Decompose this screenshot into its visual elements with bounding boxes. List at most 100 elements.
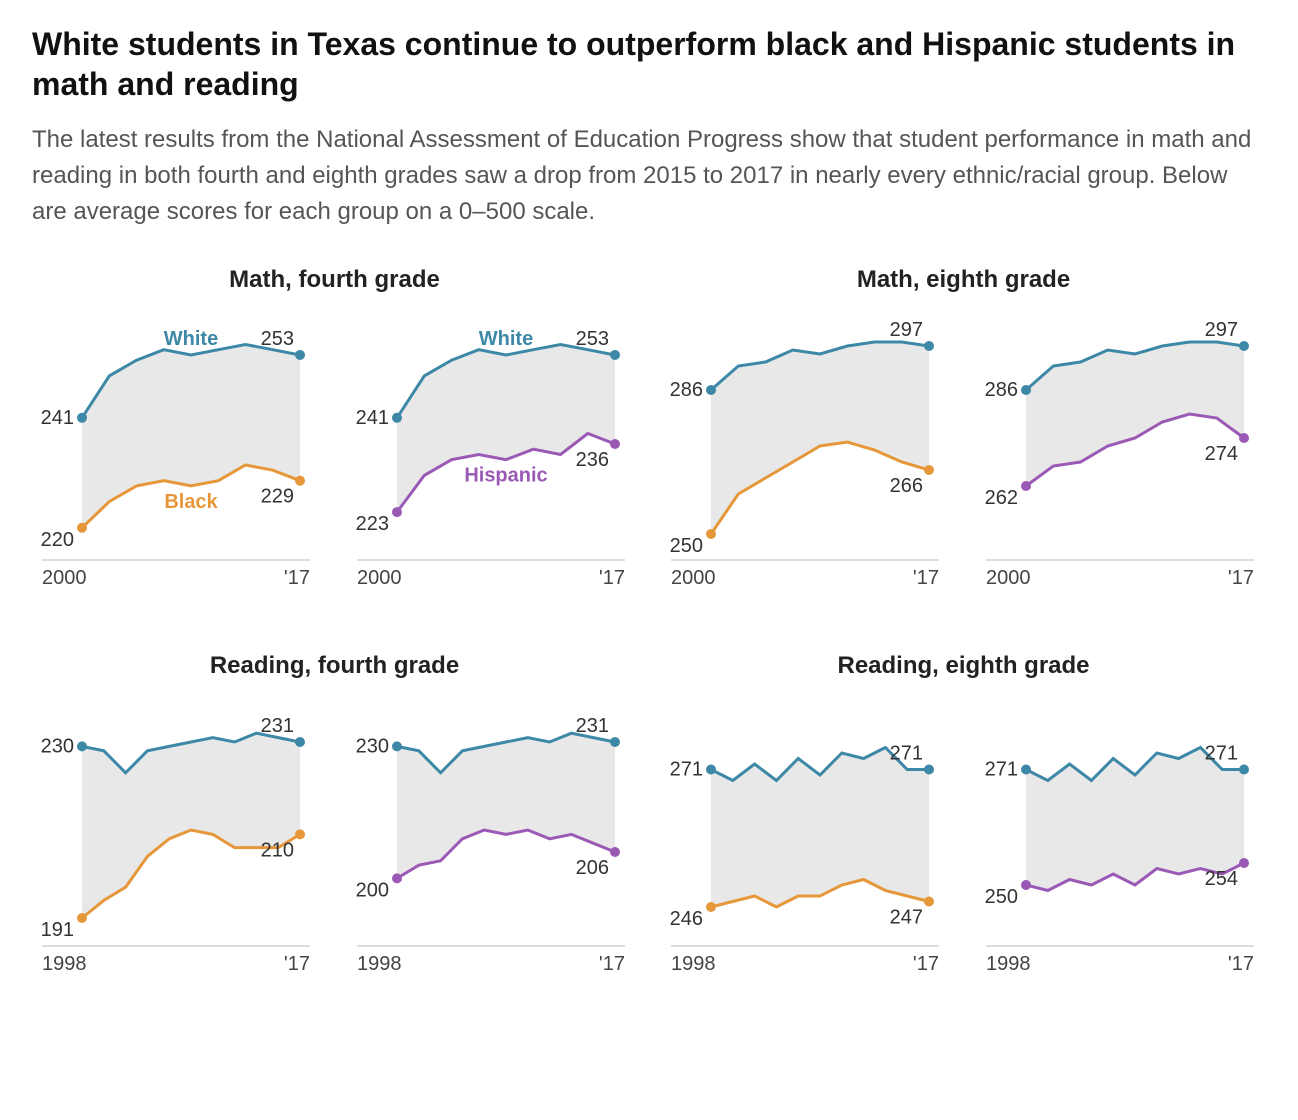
label-white-start: 271 xyxy=(984,759,1017,781)
dot-white-end xyxy=(1239,765,1249,775)
dot-bottom-start xyxy=(392,873,402,883)
label-bottom-start: 220 xyxy=(41,529,74,551)
chart-grid: Math, fourth grade Math, eighth grade 24… xyxy=(32,266,1266,990)
label-white-end: 297 xyxy=(1204,319,1237,341)
x-tick-end: '17 xyxy=(913,567,939,589)
label-white-start: 230 xyxy=(41,735,74,757)
label-white-start: 286 xyxy=(984,379,1017,401)
label-white-end: 253 xyxy=(575,328,608,350)
x-tick-start: 1998 xyxy=(986,953,1031,975)
dot-white-end xyxy=(610,737,620,747)
panel-read8-hisp: 271 271 250 254 1998 '17 xyxy=(976,700,1267,990)
row-title-math8: Math, eighth grade xyxy=(661,266,1266,302)
label-bottom-start: 191 xyxy=(41,919,74,941)
gap-area xyxy=(397,345,615,513)
dot-white-start xyxy=(77,741,87,751)
dot-bottom-start xyxy=(392,507,402,517)
dot-bottom-end xyxy=(610,847,620,857)
row-title-math4: Math, fourth grade xyxy=(32,266,637,302)
dot-bottom-end xyxy=(924,465,934,475)
x-tick-start: 1998 xyxy=(357,953,402,975)
label-bottom-start: 223 xyxy=(355,513,388,535)
label-white-start: 286 xyxy=(670,379,703,401)
label-white-end: 271 xyxy=(1204,743,1237,765)
dot-white-end xyxy=(295,350,305,360)
label-bottom-end: 247 xyxy=(890,907,923,929)
dot-bottom-end xyxy=(924,897,934,907)
label-white-start: 241 xyxy=(355,407,388,429)
label-bottom-end: 206 xyxy=(575,857,608,879)
row-title-read4: Reading, fourth grade xyxy=(32,652,637,688)
row-title-read8: Reading, eighth grade xyxy=(661,652,1266,688)
label-bottom-end: 236 xyxy=(575,449,608,471)
label-bottom-end: 254 xyxy=(1204,868,1237,890)
page-lead: The latest results from the National Ass… xyxy=(32,122,1266,230)
label-white-start: 241 xyxy=(41,407,74,429)
dot-bottom-start xyxy=(1021,481,1031,491)
label-white-end: 231 xyxy=(575,715,608,737)
label-white-end: 231 xyxy=(261,715,294,737)
series-label-white: White xyxy=(478,328,532,350)
dot-white-end xyxy=(1239,341,1249,351)
dot-white-start xyxy=(1021,385,1031,395)
dot-white-start xyxy=(392,741,402,751)
panel-read8-black: 271 271 246 247 1998 '17 xyxy=(661,700,952,990)
dot-bottom-start xyxy=(77,523,87,533)
panel-read4-hisp: 230 231 200 206 1998 '17 xyxy=(347,700,638,990)
series-label-white: White xyxy=(164,328,218,350)
x-tick-end: '17 xyxy=(1227,567,1253,589)
dot-bottom-end xyxy=(1239,433,1249,443)
label-bottom-end: 274 xyxy=(1204,443,1237,465)
x-tick-end: '17 xyxy=(598,953,624,975)
dot-bottom-start xyxy=(706,902,716,912)
label-white-start: 230 xyxy=(355,735,388,757)
series-label-hispanic: Hispanic xyxy=(464,465,547,487)
label-bottom-start: 246 xyxy=(670,908,703,930)
panel-math4-hisp: 241 253 223 236 WhiteHispanic 2000 '17 xyxy=(347,314,638,604)
dot-white-end xyxy=(924,341,934,351)
page-title: White students in Texas continue to outp… xyxy=(32,24,1266,104)
panel-math4-black: 241 253 220 229 White Black 2000 '17 xyxy=(32,314,323,604)
label-bottom-start: 250 xyxy=(984,886,1017,908)
dot-bottom-start xyxy=(706,529,716,539)
dot-white-end xyxy=(295,737,305,747)
x-tick-end: '17 xyxy=(1227,953,1253,975)
x-tick-end: '17 xyxy=(284,953,310,975)
dot-bottom-end xyxy=(295,476,305,486)
x-tick-start: 1998 xyxy=(42,953,87,975)
dot-bottom-end xyxy=(610,439,620,449)
label-bottom-end: 266 xyxy=(890,475,923,497)
label-bottom-start: 200 xyxy=(355,879,388,901)
dot-white-start xyxy=(77,413,87,423)
x-tick-end: '17 xyxy=(913,953,939,975)
series-label-black: Black xyxy=(164,491,218,513)
dot-bottom-end xyxy=(1239,858,1249,868)
x-tick-start: 2000 xyxy=(671,567,716,589)
dot-white-end xyxy=(924,765,934,775)
gap-area xyxy=(711,342,929,534)
dot-white-start xyxy=(706,385,716,395)
x-tick-start: 2000 xyxy=(42,567,87,589)
panel-read4-black: 230 231 191 210 1998 '17 xyxy=(32,700,323,990)
panel-math8-hisp: 286 297 262 274 2000 '17 xyxy=(976,314,1267,604)
dot-bottom-start xyxy=(77,913,87,923)
label-white-end: 253 xyxy=(261,328,294,350)
x-tick-start: 1998 xyxy=(671,953,716,975)
label-bottom-start: 262 xyxy=(984,487,1017,509)
x-tick-start: 2000 xyxy=(986,567,1031,589)
label-white-start: 271 xyxy=(670,759,703,781)
x-tick-end: '17 xyxy=(284,567,310,589)
dot-bottom-end xyxy=(295,829,305,839)
label-bottom-start: 250 xyxy=(670,535,703,557)
dot-white-start xyxy=(392,413,402,423)
label-white-end: 271 xyxy=(890,743,923,765)
panel-math8-black: 286 297 250 266 2000 '17 xyxy=(661,314,952,604)
label-bottom-end: 229 xyxy=(261,486,294,508)
dot-white-end xyxy=(610,350,620,360)
dot-white-start xyxy=(706,765,716,775)
label-white-end: 297 xyxy=(890,319,923,341)
dot-bottom-start xyxy=(1021,880,1031,890)
label-bottom-end: 210 xyxy=(261,839,294,861)
dot-white-start xyxy=(1021,765,1031,775)
x-tick-start: 2000 xyxy=(357,567,402,589)
